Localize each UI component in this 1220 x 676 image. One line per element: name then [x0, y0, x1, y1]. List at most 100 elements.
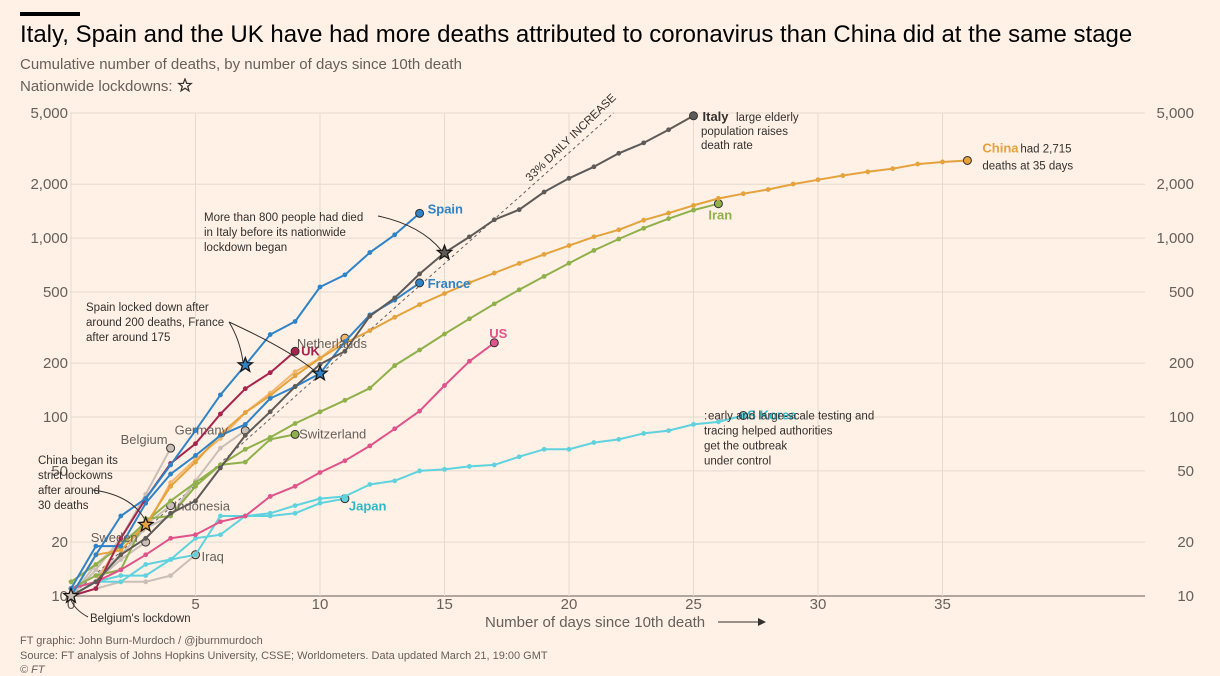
data-point [168, 462, 174, 468]
italy-note: death rate [701, 140, 753, 152]
annotation-text: after around 175 [86, 332, 170, 344]
data-point [193, 483, 198, 489]
data-point [317, 355, 323, 361]
data-point [616, 150, 622, 156]
data-point [516, 207, 522, 213]
china-note-1: had 2,715 [1020, 143, 1071, 155]
data-point [267, 494, 273, 499]
data-point [342, 272, 348, 278]
annotation-text: strict lockowns [38, 470, 113, 482]
series-label-iran: Iran [708, 208, 732, 223]
series-label-netherlands: Netherlands [297, 336, 368, 351]
data-point [641, 225, 647, 231]
data-point [292, 483, 298, 489]
data-point [317, 409, 323, 415]
series-label-us: US [489, 326, 507, 341]
data-point [342, 339, 348, 344]
y-axis-left: 10 20 50 100 200 500 1,000 2,000 5,000 [30, 105, 68, 605]
x-tick-label: 20 [561, 596, 578, 613]
data-point [267, 434, 273, 440]
data-point [218, 392, 223, 398]
x-tick-label: 30 [810, 596, 827, 613]
y-tick-label-right: 10 [1177, 588, 1194, 605]
data-point [267, 332, 273, 337]
data-point [566, 243, 572, 248]
reference-line [70, 112, 614, 597]
y-tick-label-left: 20 [51, 534, 68, 551]
series-line-iran [70, 202, 719, 583]
data-point [168, 498, 174, 504]
data-point [790, 181, 796, 187]
data-point [392, 478, 398, 484]
s-korea-note: tracing helped authorities [704, 426, 833, 438]
data-point [118, 535, 124, 541]
data-point [242, 513, 248, 519]
data-point [317, 496, 323, 502]
data-point [666, 428, 671, 433]
lockdown-star-italy [435, 243, 454, 261]
data-point [392, 426, 398, 432]
ft-top-bar [20, 12, 80, 16]
data-point [218, 445, 223, 451]
data-point [168, 573, 174, 579]
data-point [218, 513, 223, 519]
series-label-germany: Germany [175, 423, 229, 438]
data-point [342, 458, 348, 464]
data-point [840, 173, 846, 178]
data-point [93, 562, 99, 567]
reference-line-label: 33% DAILY INCREASE [524, 92, 619, 184]
data-point [342, 397, 348, 403]
data-point [740, 191, 746, 197]
s-korea-note: get the outbreak [704, 441, 787, 453]
data-point [292, 503, 298, 508]
series-label-s-korea: S Korea [747, 408, 797, 423]
end-point-uk [290, 346, 300, 356]
y-tick-label-right: 100 [1169, 409, 1194, 426]
data-point [666, 210, 671, 216]
data-point [143, 579, 149, 585]
data-point [118, 547, 124, 553]
data-point [940, 159, 945, 165]
data-point [417, 347, 422, 353]
annotation-text: lockdown began [204, 242, 287, 254]
data-point [691, 207, 696, 213]
gridlines [70, 112, 1145, 597]
data-point [666, 216, 671, 222]
data-point [541, 251, 547, 257]
data-point [815, 177, 821, 183]
data-point [442, 383, 447, 388]
data-point [93, 579, 99, 585]
data-point [367, 443, 373, 449]
data-point [143, 562, 149, 567]
s-korea-note: early and large-scale testing and [708, 411, 874, 423]
data-point [591, 248, 597, 253]
series-line-italy [70, 114, 694, 597]
data-point [242, 432, 248, 438]
data-point [242, 446, 248, 452]
chart-title: Italy, Spain and the UK have had more de… [20, 21, 1133, 48]
series-label-indonesia: Indonesia [174, 499, 231, 514]
data-point [516, 287, 522, 293]
data-point [392, 363, 398, 368]
annotation-text: Belgium's lockdown [90, 613, 191, 625]
data-point [317, 470, 323, 475]
data-point [168, 471, 174, 477]
lockdown-legend: Nationwide lockdowns: [20, 77, 193, 95]
x-tick-label: 10 [312, 596, 329, 613]
data-point [242, 410, 248, 415]
data-point [193, 480, 198, 486]
footer-credit: FT graphic: John Burn-Murdoch / @jburnmu… [20, 635, 263, 647]
data-point [193, 532, 198, 538]
data-point [193, 428, 198, 433]
italy-note: population raises [701, 126, 788, 138]
data-point [242, 386, 248, 392]
data-point [292, 384, 298, 389]
annotations: More than 800 people had died in Italy be… [38, 212, 442, 625]
series-labels: Spain France UK US Iran S Korea Japan Italy Neth… [91, 109, 1074, 564]
end-point-s-korea [738, 411, 748, 421]
data-point [143, 573, 149, 579]
series-label-japan: Japan [349, 499, 387, 514]
series-line-china [70, 159, 968, 597]
s-korea-note: under control [704, 456, 771, 468]
data-point [367, 313, 373, 319]
